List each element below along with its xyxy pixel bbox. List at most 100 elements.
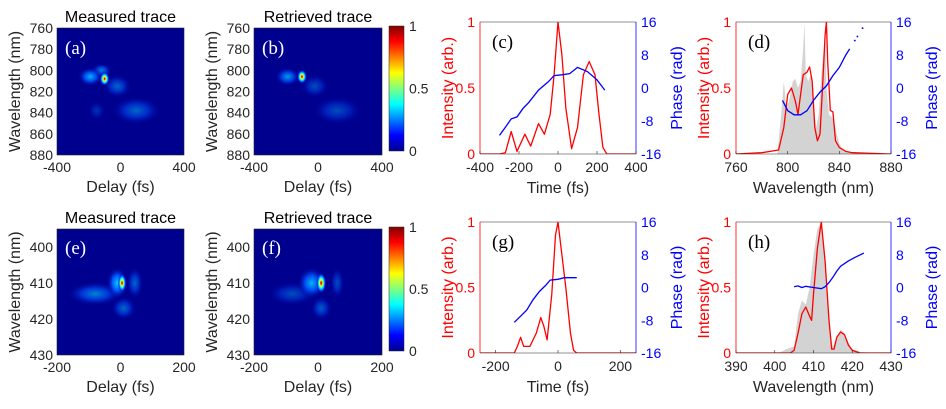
x-tick-label: 760 <box>724 159 748 175</box>
heatmap-blob <box>111 296 137 321</box>
y-axis-label: Wavelength (nm) <box>7 31 24 152</box>
heatmap-blob <box>111 96 161 125</box>
colorbar <box>388 226 405 352</box>
y-right-tick-label: 16 <box>896 14 912 30</box>
measured-spectrum-area <box>736 22 891 154</box>
x-axis-label: Delay (fs) <box>86 179 154 196</box>
y-tick-label: 800 <box>30 62 54 78</box>
y-left-tick-label: 1 <box>467 14 475 30</box>
heatmap-blob <box>78 67 103 86</box>
y-right-tick-label: 0 <box>641 280 649 296</box>
heatmap <box>267 267 345 321</box>
x-tick-label: -400 <box>43 159 71 175</box>
y-tick-label: 430 <box>30 347 54 363</box>
colorbar-tick-label: 1 <box>409 219 417 235</box>
x-tick-label: 840 <box>828 159 852 175</box>
x-axis-label: Delay (fs) <box>86 379 154 396</box>
x-axis-label: Wavelength (nm) <box>753 180 874 197</box>
y-right-tick-label: -16 <box>641 345 661 361</box>
y-left-tick-label: 0 <box>467 146 475 162</box>
intensity-line <box>480 222 636 353</box>
phase-line <box>781 48 851 116</box>
y-left-tick-label: 0 <box>467 345 475 361</box>
panel-f: Retrieved trace (f) 400 410 420 430-200 0 200 De… <box>204 210 429 396</box>
x-tick-label: 400 <box>763 358 787 374</box>
heatmap <box>78 63 161 125</box>
y-right-axis-label: Phase (rad) <box>669 246 686 330</box>
y-tick-label: 760 <box>227 20 251 36</box>
y-tick-label: 840 <box>227 105 251 121</box>
y-axis-label: Wavelength (nm) <box>204 31 221 152</box>
x-tick-label: 400 <box>172 159 196 175</box>
x-tick-label: 200 <box>585 159 609 175</box>
x-tick-label: -400 <box>466 159 494 175</box>
phase-line <box>513 277 577 323</box>
y-left-tick-label: 0.5 <box>456 80 476 96</box>
x-tick-label: -200 <box>505 159 533 175</box>
y-tick-label: 780 <box>227 41 251 57</box>
x-tick-label: -200 <box>482 358 510 374</box>
panel-d: 760 800 840 880 0 0.5 1 -16 -8 0 8 16 Wavelength (nm… <box>696 14 941 197</box>
colorbar-tick-label: 0 <box>409 343 417 359</box>
y-tick-label: 860 <box>30 126 54 142</box>
y-right-tick-label: 16 <box>641 14 657 30</box>
y-right-tick-label: -16 <box>896 146 916 162</box>
x-tick-label: -200 <box>240 359 268 375</box>
y-right-tick-label: 16 <box>896 214 912 230</box>
y-right-tick-label: 16 <box>641 214 657 230</box>
heatmap-blob <box>310 296 332 321</box>
y-left-axis-label: Intensity (arb.) <box>696 236 713 338</box>
panel-label: (f) <box>262 238 281 259</box>
x-tick-label: 800 <box>776 159 800 175</box>
intensity-line <box>736 222 891 353</box>
x-tick-label: 200 <box>370 359 394 375</box>
x-axis-label: Delay (fs) <box>284 379 352 396</box>
colorbar <box>388 25 405 152</box>
x-tick-label: 0 <box>554 358 562 374</box>
colorbar-tick-label: 0.5 <box>409 81 429 97</box>
panel-label: (g) <box>492 232 514 253</box>
heatmap-blob <box>103 74 132 98</box>
plot-area <box>736 22 891 154</box>
y-tick-label: 840 <box>30 105 54 121</box>
colorbar-tick-label: 0 <box>409 143 417 159</box>
y-tick-label: 400 <box>227 239 251 255</box>
plot-title: Retrieved trace <box>264 9 373 26</box>
y-axis-label: Wavelength (nm) <box>204 231 221 352</box>
y-right-tick-label: 8 <box>896 247 904 263</box>
y-tick-label: 880 <box>227 147 251 163</box>
y-tick-label: 400 <box>30 239 54 255</box>
heatmap-blob <box>87 101 106 120</box>
plot-area <box>480 22 636 154</box>
colorbar-tick-label: 1 <box>409 18 417 34</box>
panel-label: (a) <box>65 38 86 59</box>
heatmap-blob <box>126 267 144 299</box>
y-right-tick-label: -16 <box>641 146 661 162</box>
plot-area <box>480 222 636 353</box>
y-left-tick-label: 0.5 <box>456 280 476 296</box>
y-left-tick-label: 0 <box>723 345 731 361</box>
y-tick-label: 420 <box>30 311 54 327</box>
y-right-tick-label: 8 <box>641 47 649 63</box>
y-right-tick-label: 0 <box>896 280 904 296</box>
y-tick-label: 410 <box>30 275 54 291</box>
panel-label: (e) <box>65 238 86 259</box>
x-axis-label: Wavelength (nm) <box>753 379 874 396</box>
x-tick-label: -400 <box>240 159 268 175</box>
y-right-tick-label: -8 <box>896 312 909 328</box>
intensity-line <box>736 22 891 154</box>
y-tick-label: 880 <box>30 147 54 163</box>
y-tick-label: 820 <box>30 84 54 100</box>
y-right-tick-label: -8 <box>641 113 654 129</box>
phase-point <box>856 35 859 38</box>
y-left-tick-label: 1 <box>467 214 475 230</box>
y-left-tick-label: 0 <box>723 146 731 162</box>
phase-point <box>861 27 864 30</box>
plot-frame <box>253 27 383 156</box>
y-axis-label: Wavelength (nm) <box>7 231 24 352</box>
x-tick-label: 400 <box>624 159 648 175</box>
phase-line <box>793 252 865 290</box>
x-tick-label: 0 <box>314 359 322 375</box>
y-left-axis-label: Intensity (arb.) <box>440 236 457 338</box>
